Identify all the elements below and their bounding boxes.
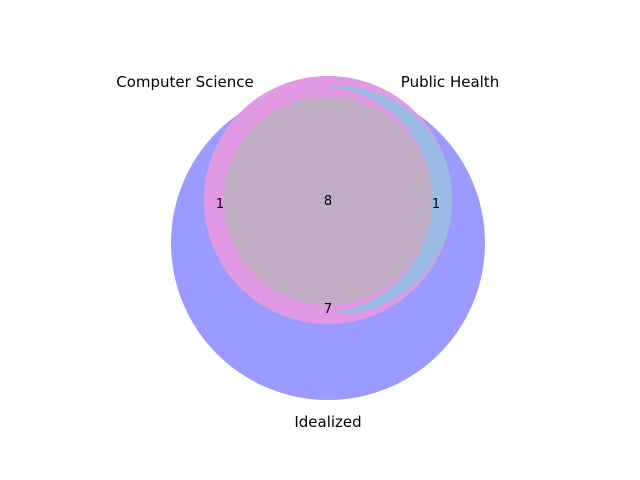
- label-public-health: Public Health: [401, 73, 499, 91]
- label-computer-science: Computer Science: [116, 73, 253, 91]
- label-idealized: Idealized: [294, 413, 361, 431]
- count-all-three: 8: [324, 194, 332, 209]
- count-computer-science-public-health: 7: [324, 302, 332, 317]
- count-public-health-idealized: 1: [432, 197, 440, 212]
- region-all-three: [224, 97, 432, 305]
- count-computer-science-idealized: 1: [216, 197, 224, 212]
